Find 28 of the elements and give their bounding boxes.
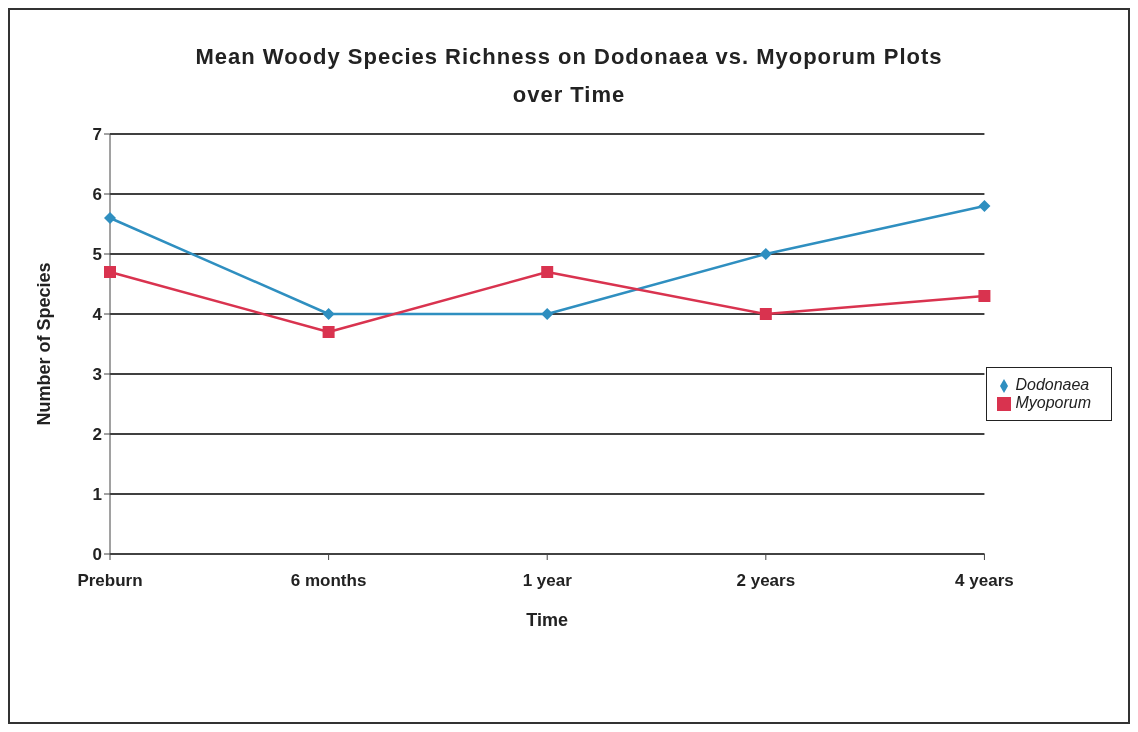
y-axis-title: Number of Species [34, 262, 55, 426]
point [322, 308, 335, 320]
legend-label: Myoporum [1015, 394, 1091, 411]
x-axis-title: Time [526, 610, 569, 630]
point [322, 326, 335, 338]
x-tick-label: 4 years [955, 571, 1014, 591]
x-tick-label: Preburn [77, 571, 143, 591]
y-tick-label: 6 [92, 185, 102, 205]
x-tick-label: 1 year [522, 571, 573, 591]
x-tick-label: 2 years [736, 571, 796, 591]
x-tick-label: 6 months [290, 571, 367, 591]
y-tick-label: 2 [92, 425, 102, 445]
point [978, 200, 991, 212]
y-tick-label: 0 [92, 545, 102, 565]
y-tick-label: 1 [92, 485, 102, 505]
chart-title: Mean Woody Species Richness on Dodonaea vs. Myoporum Plots over Time [194, 43, 944, 109]
y-tick-label: 7 [92, 125, 102, 145]
point [978, 290, 991, 302]
y-tick-label: 5 [92, 245, 102, 265]
y-tick-label: 3 [92, 365, 102, 385]
point [759, 248, 772, 260]
point [104, 212, 116, 224]
y-tick-label: 4 [92, 305, 103, 325]
point [759, 308, 772, 320]
legend-label: Dodonaea [1015, 376, 1090, 393]
point [104, 266, 116, 278]
point [541, 308, 554, 320]
point [541, 266, 554, 278]
